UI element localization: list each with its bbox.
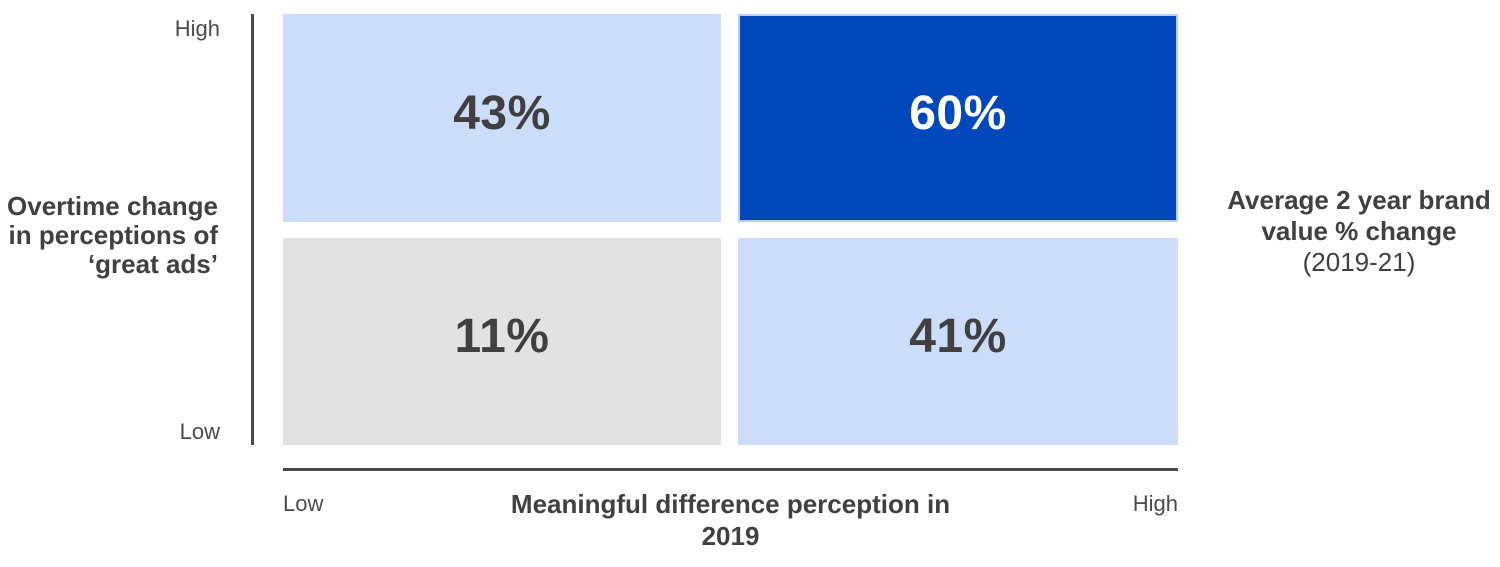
x-axis-tick-high: High	[1132, 491, 1178, 516]
y-axis-title-line: in perceptions of	[8, 220, 218, 250]
y-axis-tick-high: High	[174, 16, 220, 41]
x-axis-tick-low: Low	[283, 491, 324, 516]
metric-label: Average 2 year brand value % change (201…	[1213, 185, 1500, 278]
quadrant-top-right: 60%	[738, 14, 1178, 222]
y-axis-title-line: ‘great ads’	[87, 249, 218, 279]
x-axis-title-line: Meaningful difference perception in	[510, 489, 951, 519]
cell-value: 41%	[909, 310, 1007, 363]
x-axis-title-line: 2019	[701, 521, 760, 551]
y-axis-title: Overtime change in perceptions of ‘great…	[0, 192, 218, 279]
quadrant-bottom-left: 11%	[283, 238, 721, 445]
cell-value: 11%	[454, 310, 550, 363]
y-axis-line	[251, 14, 254, 445]
cell-value: 43%	[453, 86, 551, 140]
x-axis-line	[283, 468, 1178, 471]
y-axis-title-line: Overtime change	[7, 191, 218, 221]
metric-label-line: Average 2 year brand	[1227, 185, 1491, 215]
quadrant-top-left: 43%	[283, 14, 721, 222]
x-axis-title: Meaningful difference perception in 2019	[430, 488, 1031, 552]
metric-label-line: value % change	[1261, 216, 1457, 246]
metric-label-period: (2019-21)	[1302, 247, 1416, 277]
y-axis-tick-low: Low	[179, 419, 220, 444]
quadrant-bottom-right: 41%	[738, 238, 1178, 445]
cell-value: 60%	[909, 86, 1007, 140]
